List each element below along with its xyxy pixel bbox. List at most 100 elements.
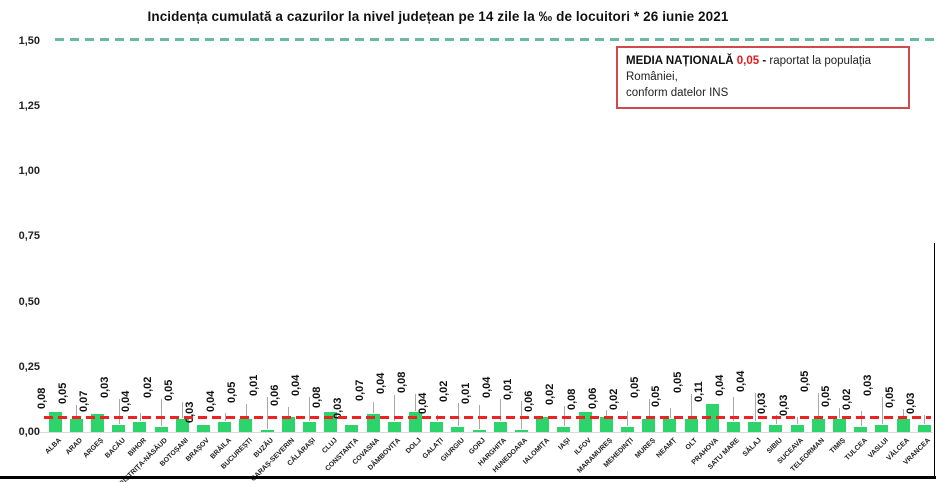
bar-constanța bbox=[345, 424, 359, 433]
bar-arad bbox=[69, 419, 83, 433]
bar-giurgiu bbox=[451, 427, 465, 433]
reference-line-150 bbox=[55, 38, 936, 41]
value-label: 0,04 bbox=[480, 376, 493, 399]
value-label: 0,02 bbox=[438, 380, 451, 403]
legend-label: MEDIA NAȚIONALĂ bbox=[626, 55, 734, 67]
label-leader-line bbox=[373, 402, 374, 414]
label-leader-line bbox=[606, 409, 608, 416]
bar-timiș bbox=[832, 419, 846, 433]
bar-iași bbox=[557, 427, 571, 433]
value-label: 0,01 bbox=[501, 378, 514, 400]
bar-maramureș bbox=[599, 416, 613, 433]
label-leader-line bbox=[161, 399, 162, 427]
value-label: 0,04 bbox=[713, 374, 726, 397]
bar-mehedinți bbox=[620, 427, 634, 433]
bar-mureș bbox=[642, 419, 656, 433]
bar-bihor bbox=[133, 422, 147, 433]
label-leader-line bbox=[288, 406, 290, 416]
label-leader-line bbox=[245, 404, 247, 419]
label-leader-line bbox=[648, 399, 650, 419]
value-label: 0,02 bbox=[141, 376, 154, 399]
value-label: 0,08 bbox=[35, 387, 48, 409]
bar-brăila bbox=[218, 422, 232, 433]
label-leader-line bbox=[415, 393, 417, 411]
bar-vrancea bbox=[917, 424, 931, 433]
label-leader-line bbox=[903, 409, 904, 419]
chart-title: Incidența cumulată a cazurilor la nivel … bbox=[147, 9, 729, 24]
label-leader-line bbox=[691, 394, 692, 419]
label-leader-line bbox=[797, 416, 798, 424]
value-label: 0,07 bbox=[77, 390, 90, 413]
value-label: 0,01 bbox=[247, 374, 260, 396]
value-label: 0,05 bbox=[226, 381, 239, 404]
y-axis-tick-label: 0,50 bbox=[18, 295, 40, 308]
bar-brașov bbox=[196, 424, 210, 433]
bar-bistrița-năsăud bbox=[154, 427, 168, 433]
bar-călărași bbox=[302, 422, 316, 433]
bar-bacău bbox=[112, 424, 126, 433]
value-label: 0,03 bbox=[777, 394, 790, 416]
value-label: 0,05 bbox=[629, 376, 642, 399]
bar-caraș-severin bbox=[281, 416, 295, 433]
national-average-line bbox=[44, 416, 931, 419]
label-leader-line bbox=[775, 414, 777, 424]
value-label: 0,04 bbox=[374, 372, 387, 395]
value-label: 0,05 bbox=[798, 370, 811, 393]
value-label: 0,03 bbox=[756, 392, 769, 414]
value-label: 0,08 bbox=[311, 386, 324, 408]
x-axis-line bbox=[40, 432, 933, 433]
label-leader-line bbox=[924, 414, 926, 424]
value-label: 0,05 bbox=[162, 379, 175, 402]
legend-text-line2: conform datelor INS bbox=[626, 87, 729, 99]
value-label: 0,06 bbox=[586, 387, 599, 409]
value-label: 0,04 bbox=[205, 390, 218, 413]
y-axis-tick-label: 1,25 bbox=[18, 99, 40, 112]
value-label: 0,05 bbox=[883, 386, 896, 409]
label-leader-line bbox=[881, 396, 883, 424]
value-label: 0,02 bbox=[607, 388, 620, 411]
bar-vâlcea bbox=[896, 419, 910, 433]
bar-bucurești bbox=[239, 419, 253, 433]
label-leader-line bbox=[521, 400, 523, 429]
bar-ilfov bbox=[578, 411, 592, 433]
value-label: 0,07 bbox=[353, 379, 366, 402]
bar-hunedoara bbox=[514, 429, 528, 433]
legend-value: 0,05 bbox=[736, 55, 760, 67]
value-label: 0,11 bbox=[692, 380, 705, 402]
value-label: 0,02 bbox=[841, 388, 854, 411]
value-label: 0,01 bbox=[459, 382, 472, 404]
bar-satu mare bbox=[726, 422, 740, 433]
bar-alba bbox=[48, 411, 62, 433]
bar-vaslui bbox=[875, 424, 889, 433]
label-leader-line bbox=[733, 397, 735, 422]
value-label: 0,08 bbox=[395, 371, 408, 393]
y-axis-tick-label: 1,50 bbox=[18, 34, 40, 47]
value-label: 0,06 bbox=[268, 384, 281, 406]
value-label: 0,05 bbox=[56, 382, 69, 405]
value-label: 0,03 bbox=[904, 392, 917, 414]
label-leader-line bbox=[754, 393, 756, 422]
value-label: 0,05 bbox=[819, 385, 832, 408]
right-border bbox=[933, 243, 935, 479]
value-label: 0,06 bbox=[523, 390, 536, 412]
label-leader-line bbox=[182, 402, 184, 419]
national-average-legend-box: MEDIA NAȚIONALĂ 0,05 - raportat la popul… bbox=[616, 46, 910, 109]
label-leader-line bbox=[818, 393, 820, 419]
bar-gorj bbox=[472, 429, 486, 433]
bar-sălaj bbox=[748, 422, 762, 433]
bar-neamț bbox=[663, 419, 677, 433]
bar-tulcea bbox=[854, 427, 868, 433]
value-label: 0,02 bbox=[544, 383, 557, 406]
label-leader-line bbox=[76, 405, 78, 419]
value-label: 0,03 bbox=[99, 376, 112, 398]
bar-botoșani bbox=[175, 419, 189, 433]
legend-dash: - bbox=[762, 55, 767, 67]
label-leader-line bbox=[267, 396, 268, 429]
label-leader-line bbox=[309, 397, 311, 422]
bar-teleorman bbox=[811, 419, 825, 433]
value-label: 0,08 bbox=[565, 388, 578, 410]
bar-ialomița bbox=[536, 416, 550, 433]
value-label: 0,03 bbox=[332, 397, 345, 419]
value-label: 0,04 bbox=[120, 390, 133, 413]
